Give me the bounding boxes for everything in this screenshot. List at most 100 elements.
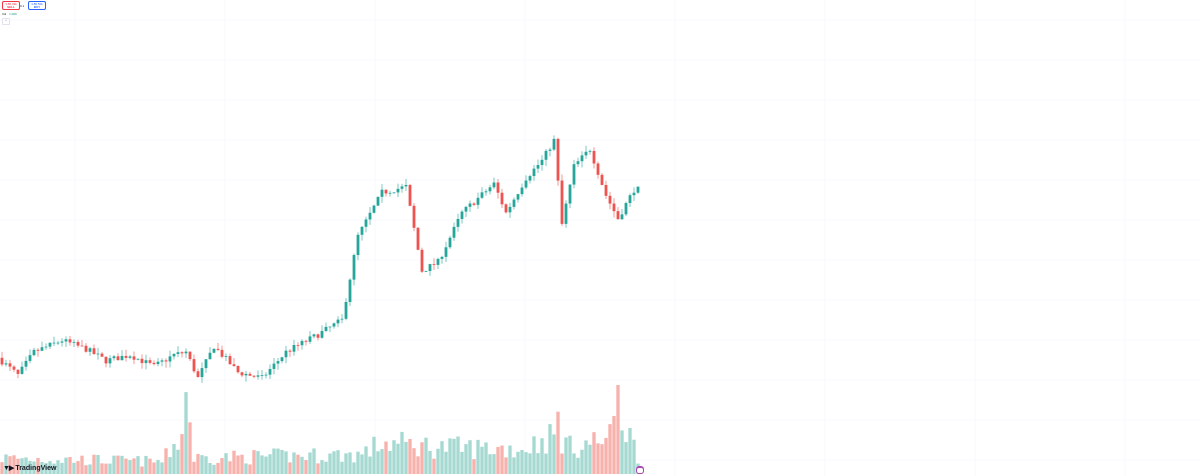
volume-bar <box>152 462 156 474</box>
candle-body <box>592 150 596 164</box>
candle-body <box>248 373 252 376</box>
candle-body <box>440 256 444 259</box>
candle-body <box>296 344 300 346</box>
candle-body <box>516 194 520 200</box>
volume-bar <box>588 444 592 474</box>
candle-body <box>564 203 568 224</box>
volume-bar <box>40 461 44 474</box>
candle-body <box>560 180 564 224</box>
volume-bar <box>308 452 312 474</box>
candle-body <box>208 352 212 360</box>
volume-bar <box>584 440 588 474</box>
volume-bar <box>240 454 244 474</box>
candle-body <box>64 339 68 342</box>
candle-body <box>492 182 496 188</box>
candle-body <box>80 345 84 347</box>
candle-body <box>452 226 456 238</box>
volume-bar <box>548 424 552 474</box>
volume-bar <box>176 449 180 474</box>
candle-body <box>200 368 204 378</box>
volume-bar <box>220 458 224 474</box>
volume-bar <box>120 455 124 474</box>
candle-body <box>328 326 332 328</box>
candle-body <box>632 192 636 196</box>
candle-body <box>468 203 472 207</box>
volume-bar <box>108 463 112 474</box>
candle-body <box>348 279 352 302</box>
candle-body <box>264 374 268 376</box>
candle-body <box>104 356 108 364</box>
volume-bar <box>280 449 284 474</box>
volume-bar <box>568 435 572 474</box>
candle-body <box>392 192 396 194</box>
volume-bar <box>128 460 132 474</box>
spread-value: 0.1 <box>20 4 25 8</box>
candle-body <box>300 340 304 346</box>
candle-body <box>512 199 516 207</box>
candle-body <box>0 357 4 365</box>
volume-bar <box>100 463 104 474</box>
buy-button[interactable]: 3.86.50k BUY <box>28 1 46 10</box>
candle-body <box>580 155 584 162</box>
volume-bar <box>436 448 440 474</box>
candle-body <box>448 237 452 248</box>
candle-body <box>20 366 24 374</box>
chevron-up-icon[interactable]: ⌃ <box>2 18 10 25</box>
candle-body <box>372 205 376 213</box>
candle-body <box>536 164 540 169</box>
volume-bar <box>428 450 432 474</box>
volume-bar <box>592 432 596 474</box>
volume-bar <box>204 456 208 474</box>
volume-bar <box>612 415 616 474</box>
volume-bar <box>320 460 324 474</box>
volume-bar <box>344 453 348 474</box>
candle-body <box>400 186 404 189</box>
candle-body <box>260 375 264 376</box>
candle-body <box>488 187 492 192</box>
volume-bar <box>4 454 8 474</box>
candle-body <box>52 342 56 344</box>
candle-body <box>40 347 44 351</box>
volume-bar <box>420 442 424 474</box>
candle-body <box>424 271 428 272</box>
candle-body <box>476 197 480 205</box>
volume-bar <box>144 455 148 474</box>
volume-bar <box>56 460 60 474</box>
volume-bar <box>104 463 108 474</box>
candle-body <box>596 163 600 175</box>
candle-body <box>608 195 612 204</box>
tradingview-logo[interactable]: ▼▶ TradingView <box>3 464 56 473</box>
volume-bar <box>52 463 56 474</box>
candle-body <box>276 361 280 364</box>
volume-bar <box>340 461 344 474</box>
candle-body <box>68 339 72 343</box>
candle-body <box>568 184 572 204</box>
candle-body <box>604 184 608 196</box>
volume-bar <box>528 453 532 474</box>
volume-bar <box>500 445 504 474</box>
candle-body <box>160 360 164 362</box>
candle-body <box>188 351 192 360</box>
volume-bar <box>380 449 384 474</box>
candle-body <box>36 349 40 351</box>
candle-body <box>360 226 364 235</box>
volume-bar <box>156 460 160 474</box>
candle-body <box>232 364 236 366</box>
volume-bar <box>620 430 624 474</box>
sell-button[interactable]: 3.86.49k SELL <box>2 1 20 10</box>
candle-body <box>272 363 276 369</box>
candle-body <box>252 375 256 377</box>
volume-bar <box>324 461 328 474</box>
candle-body <box>256 375 260 377</box>
volume-bar <box>624 442 628 474</box>
candle-body <box>396 188 400 193</box>
candle-body <box>612 203 616 212</box>
candle-body <box>280 357 284 362</box>
candle-body <box>120 355 124 361</box>
volume-bar <box>580 449 584 474</box>
candle-body <box>532 168 536 177</box>
volume-bar <box>444 451 448 474</box>
volume-bar <box>68 457 72 474</box>
candle-body <box>140 358 144 364</box>
